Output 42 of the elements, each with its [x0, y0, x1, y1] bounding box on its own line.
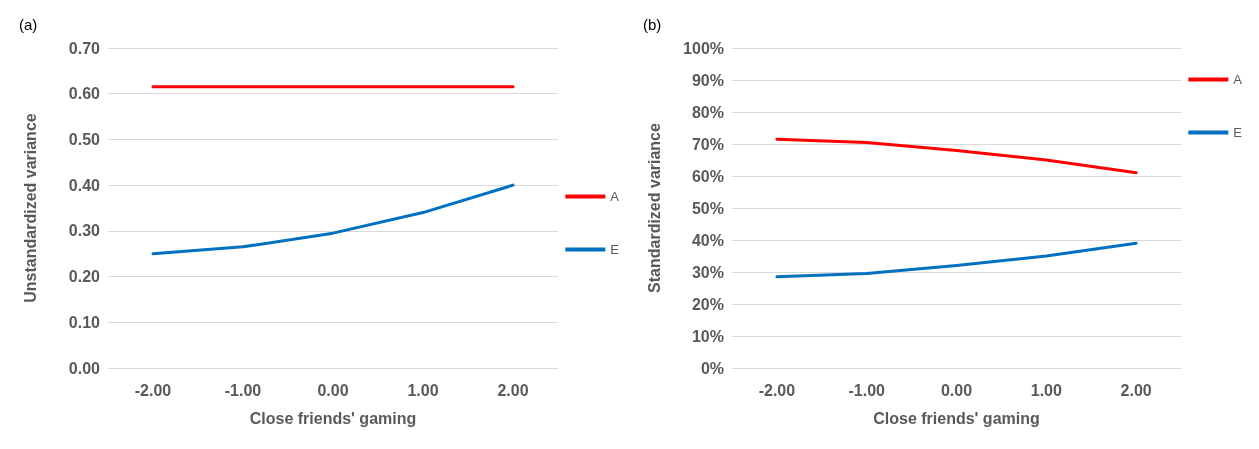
y-tick-label: 60% [691, 167, 724, 185]
y-tick-label: 30% [691, 263, 724, 281]
y-tick-label: 50% [691, 199, 724, 217]
y-tick-label: 20% [691, 295, 724, 313]
y-tick-label: 70% [691, 135, 724, 153]
x-tick-label: 0.00 [317, 381, 349, 399]
legend-label: E [1233, 125, 1243, 140]
x-tick-label: 2.00 [497, 381, 529, 399]
y-tick-label: 0% [700, 359, 724, 377]
x-tick-label: 1.00 [1030, 381, 1062, 399]
x-tick-label: -2.00 [758, 381, 796, 399]
legend-label: A [610, 189, 620, 204]
line-series [151, 183, 515, 256]
x-axis-title: Close friends' gaming [249, 409, 417, 427]
x-tick-label: 0.00 [940, 381, 973, 399]
y-tick-label: 0.40 [68, 176, 101, 194]
x-tick-label: -1.00 [848, 381, 886, 399]
x-tick-label: -1.00 [224, 381, 262, 399]
line-series [775, 137, 1138, 175]
y-tick-label: 90% [691, 71, 724, 89]
y-tick-label: 0.60 [68, 85, 101, 103]
y-tick-label: 40% [691, 231, 724, 249]
x-tick-label: 1.00 [407, 381, 439, 399]
legend-label: A [1233, 72, 1243, 87]
y-tick-label: 0.70 [68, 39, 101, 57]
y-tick-label: 10% [691, 327, 724, 345]
y-tick-label: 100% [683, 39, 724, 57]
y-tick-label: 0.10 [68, 313, 101, 331]
chart-title: (b) [643, 16, 662, 33]
y-tick-label: 0.00 [68, 359, 101, 377]
y-tick-label: 80% [691, 103, 724, 121]
y-axis-title: Standardized variance [645, 122, 663, 293]
x-tick-label: 2.00 [1120, 381, 1152, 399]
y-tick-label: 0.30 [68, 222, 101, 240]
y-tick-label: 0.20 [68, 268, 101, 286]
y-tick-label: 0.50 [68, 130, 101, 148]
chart-title: (a) [19, 16, 38, 33]
x-axis-title: Close friends' gaming [873, 409, 1040, 427]
x-tick-label: -2.00 [134, 381, 172, 399]
y-axis-title: Unstandardized variance [21, 113, 39, 303]
legend-label: E [610, 242, 620, 257]
line-series [775, 241, 1138, 279]
